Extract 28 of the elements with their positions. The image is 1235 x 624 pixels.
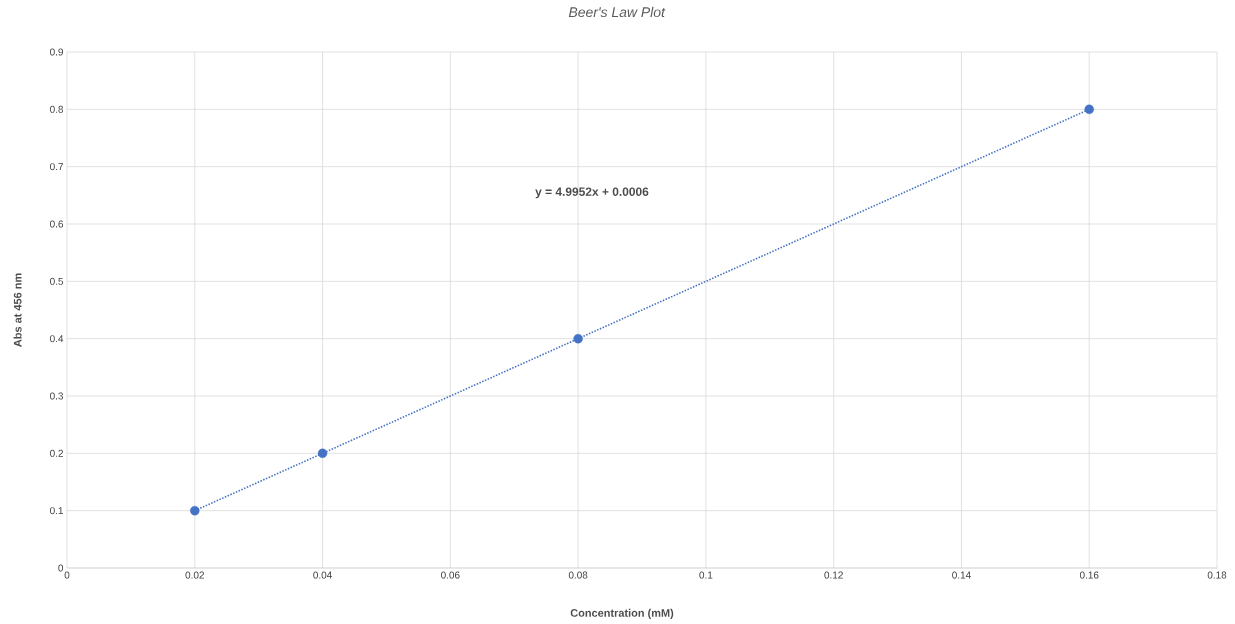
x-tick-label: 0.04	[313, 571, 332, 579]
y-tick-label: 0.4	[50, 335, 64, 343]
point	[317, 448, 328, 459]
x-tick-label: 0.18	[1207, 571, 1227, 579]
point	[1084, 104, 1094, 115]
chart-title: Beer's Law Plot	[568, 6, 666, 18]
y-tick-label: 0.2	[50, 449, 63, 457]
y-tick-label: 0.8	[50, 105, 64, 113]
y-tick-label: 0.7	[50, 163, 63, 171]
y-tick-label: 0.1	[50, 507, 63, 515]
y-tick-label: 0.3	[50, 392, 64, 400]
x-tick-label: 0	[64, 571, 70, 579]
x-tick-label: 0.1	[699, 571, 713, 579]
x-tick-label: 0.08	[568, 571, 588, 579]
x-tick-label: 0.12	[824, 571, 843, 579]
x-tick-label: 0.16	[1079, 571, 1099, 579]
annotation: y = 4.9952x + 0.0006	[535, 187, 649, 199]
x-axis-title: Concentration (mM)	[570, 608, 674, 620]
y-tick-label: 0	[58, 564, 64, 572]
x-tick-label: 0.02	[185, 571, 204, 579]
x-tick-label: 0.06	[441, 571, 460, 579]
y-tick-label: 0.6	[50, 220, 64, 228]
y-tick-label: 0.9	[50, 48, 64, 56]
point	[573, 333, 583, 344]
x-tick-label: 0.14	[952, 571, 971, 579]
point	[190, 505, 200, 516]
y-tick-label: 0.5	[50, 277, 64, 285]
y-axis-title: Abs at 456 nm	[13, 273, 22, 347]
